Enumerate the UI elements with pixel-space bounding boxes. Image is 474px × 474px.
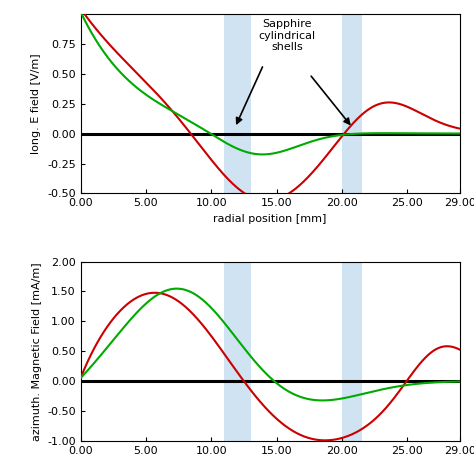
Y-axis label: azimuth. Magnetic Field [mA/m]: azimuth. Magnetic Field [mA/m] xyxy=(32,262,42,440)
X-axis label: radial position [mm]: radial position [mm] xyxy=(213,214,327,224)
Text: Sapphire
cylindrical
shells: Sapphire cylindrical shells xyxy=(259,19,316,53)
Bar xyxy=(342,262,362,441)
Bar xyxy=(342,14,362,193)
Bar xyxy=(224,262,251,441)
Y-axis label: long. E field [V/m]: long. E field [V/m] xyxy=(31,54,41,154)
Bar xyxy=(224,14,251,193)
